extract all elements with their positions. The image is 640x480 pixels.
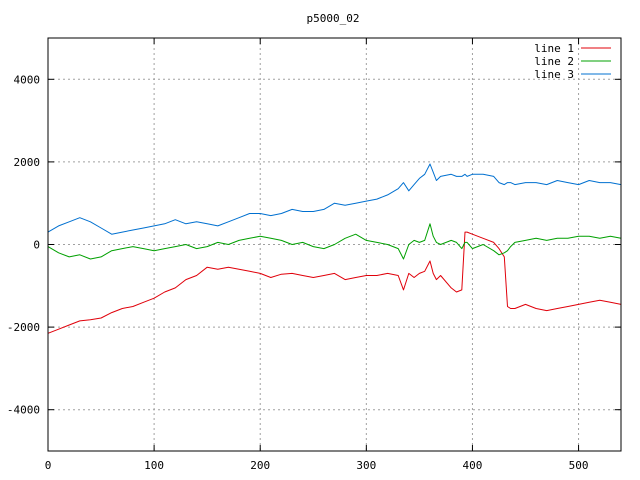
series-group [47,163,622,334]
y-tick-label: 4000 [14,73,41,86]
axis-ticks: 0 100 200 300 400 500 -4000 -2000 0 2000 4000 [7,38,621,472]
y-tick-label: 2000 [14,156,41,169]
chart-title: p5000_02 [307,12,360,25]
series-line-3 [47,163,622,235]
y-tick-label: 0 [33,239,40,252]
series-line-1 [47,231,622,334]
legend-label: line 1 [534,42,574,55]
grid [48,38,621,451]
x-tick-label: 500 [569,459,589,472]
x-tick-label: 200 [250,459,270,472]
x-tick-label: 0 [45,459,52,472]
x-tick-label: 400 [463,459,483,472]
legend-label: line 2 [534,55,574,68]
legend-label: line 3 [534,68,574,81]
y-tick-label: -4000 [7,404,40,417]
series-line-2 [47,223,622,260]
x-tick-label: 100 [144,459,164,472]
x-tick-label: 300 [356,459,376,472]
y-tick-label: -2000 [7,321,40,334]
